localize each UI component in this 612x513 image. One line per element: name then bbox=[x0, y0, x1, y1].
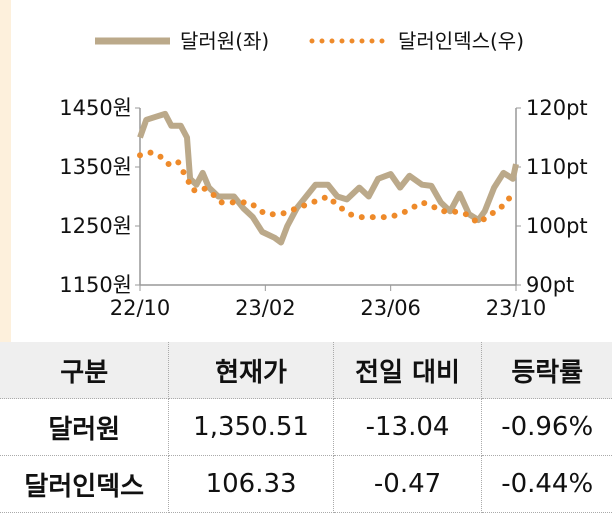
exchange-rate-chart: 1450원1350원1250원1150원120pt110pt100pt90pt2… bbox=[59, 29, 588, 320]
table-header-row: 구분 현재가 전일 대비 등락률 bbox=[0, 342, 612, 399]
header-cell: 전일 대비 bbox=[333, 342, 483, 399]
row-name: 달러인덱스 bbox=[0, 455, 170, 513]
x-tick-label: 23/10 bbox=[486, 296, 547, 320]
current-price: 1,350.51 bbox=[168, 398, 334, 456]
x-tick-label: 23/02 bbox=[235, 296, 296, 320]
right-tick-label: 120pt bbox=[526, 96, 588, 120]
header-cell: 등락률 bbox=[481, 342, 612, 399]
table-row: 달러원 1,350.51 -13.04 -0.96% bbox=[0, 398, 612, 456]
daily-change: -0.47 bbox=[333, 455, 483, 513]
quote-table: 구분 현재가 전일 대비 등락률 달러원 1,350.51 -13.04 -0.… bbox=[0, 342, 612, 513]
left-tick-label: 1250원 bbox=[59, 214, 132, 238]
series-dots-dollar-index bbox=[137, 149, 519, 227]
daily-change: -13.04 bbox=[333, 398, 483, 456]
current-price: 106.33 bbox=[168, 455, 334, 513]
left-tick-label: 1150원 bbox=[59, 273, 132, 297]
table-row: 달러인덱스 106.33 -0.47 -0.44% bbox=[0, 455, 612, 513]
header-cell: 구분 bbox=[0, 342, 170, 399]
left-tick-label: 1350원 bbox=[59, 155, 132, 179]
x-tick-label: 22/10 bbox=[110, 296, 171, 320]
x-tick-label: 23/06 bbox=[360, 296, 421, 320]
header-cell: 현재가 bbox=[168, 342, 334, 399]
change-rate: -0.44% bbox=[481, 455, 612, 513]
right-tick-label: 90pt bbox=[526, 273, 574, 297]
change-rate: -0.96% bbox=[481, 398, 612, 456]
right-tick-label: 110pt bbox=[526, 155, 588, 179]
legend-label-usdkrw: 달러원(좌) bbox=[180, 29, 269, 53]
row-name: 달러원 bbox=[0, 398, 170, 456]
side-strip bbox=[0, 0, 11, 342]
series-line-usdkrw bbox=[137, 110, 519, 246]
left-tick-label: 1450원 bbox=[59, 96, 132, 120]
right-tick-label: 100pt bbox=[526, 214, 588, 238]
legend-label-dollar-index: 달러인덱스(우) bbox=[398, 29, 524, 53]
